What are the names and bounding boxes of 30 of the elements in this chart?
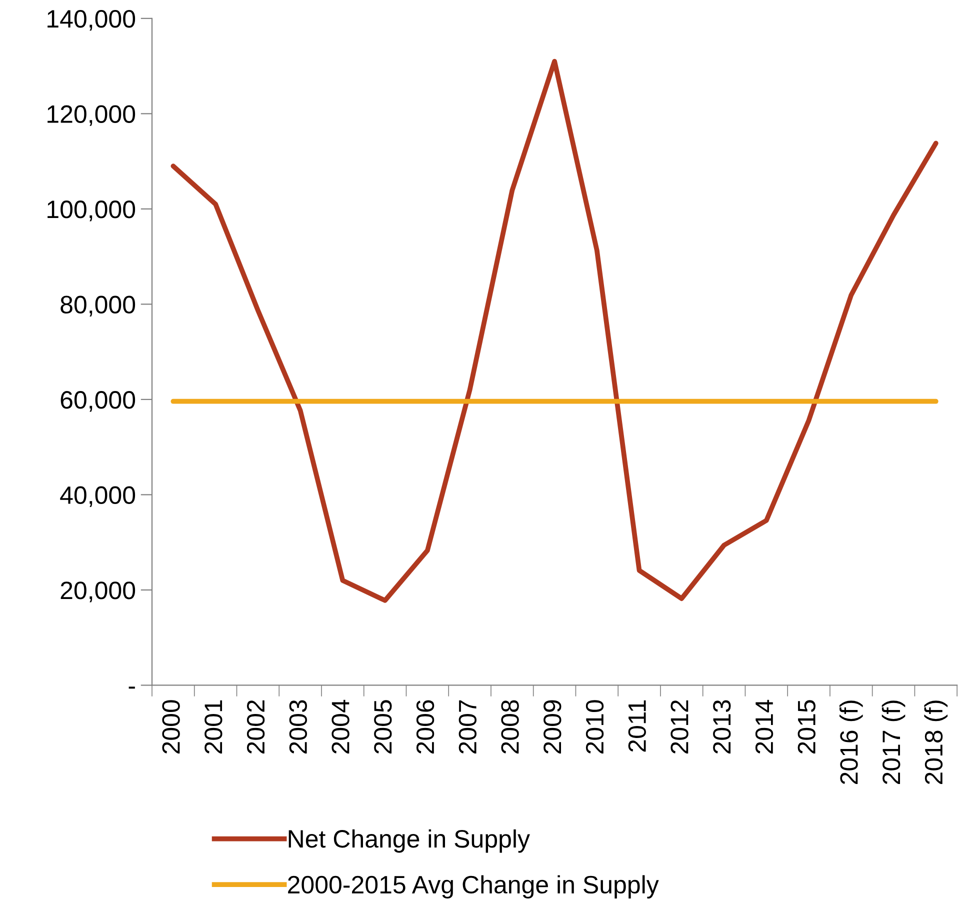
x-tick-label: 2014 bbox=[755, 700, 774, 754]
x-tick-label: 2018 (f) bbox=[924, 700, 948, 784]
x-tick-label: 2012 bbox=[670, 700, 688, 754]
x-tick-label: 2008 bbox=[501, 700, 519, 754]
y-tick-label: 80,000 bbox=[60, 296, 136, 316]
y-tick-label: - bbox=[128, 686, 135, 689]
x-tick-label: 2000 bbox=[162, 700, 180, 754]
y-tick-label: 60,000 bbox=[60, 391, 136, 412]
x-tick-label: 2016 (f) bbox=[840, 700, 863, 784]
legend-label: Net Change in Supply bbox=[288, 829, 530, 853]
x-tick-label: 2013 bbox=[713, 700, 731, 754]
line-series bbox=[170, 58, 938, 603]
y-tick-label: 20,000 bbox=[60, 582, 136, 602]
x-tick-label: 2005 bbox=[374, 700, 392, 754]
legend-label: 2000-2015 Avg Change in Supply bbox=[288, 875, 659, 898]
y-tick-label: 40,000 bbox=[60, 486, 136, 507]
x-tick-label: 2002 bbox=[246, 700, 265, 754]
x-tick-label: 2003 bbox=[289, 700, 308, 754]
x-tick-label: 2007 bbox=[458, 700, 477, 754]
x-tick-label: 2009 bbox=[544, 700, 562, 754]
x-tick-label: 2001 bbox=[204, 700, 222, 754]
x-tick-label: 2011 bbox=[628, 700, 646, 752]
x-tick-label: 2017 (f) bbox=[882, 700, 906, 784]
x-tick-label: 2010 bbox=[586, 700, 604, 754]
x-tick-label: 2006 bbox=[416, 700, 434, 754]
x-tick-label: 2004 bbox=[332, 700, 350, 754]
y-tick-label: 100,000 bbox=[48, 200, 136, 222]
x-tick-label: 2015 bbox=[798, 700, 816, 754]
y-tick-label: 120,000 bbox=[48, 105, 136, 126]
y-tick-label: 140,000 bbox=[48, 10, 136, 31]
